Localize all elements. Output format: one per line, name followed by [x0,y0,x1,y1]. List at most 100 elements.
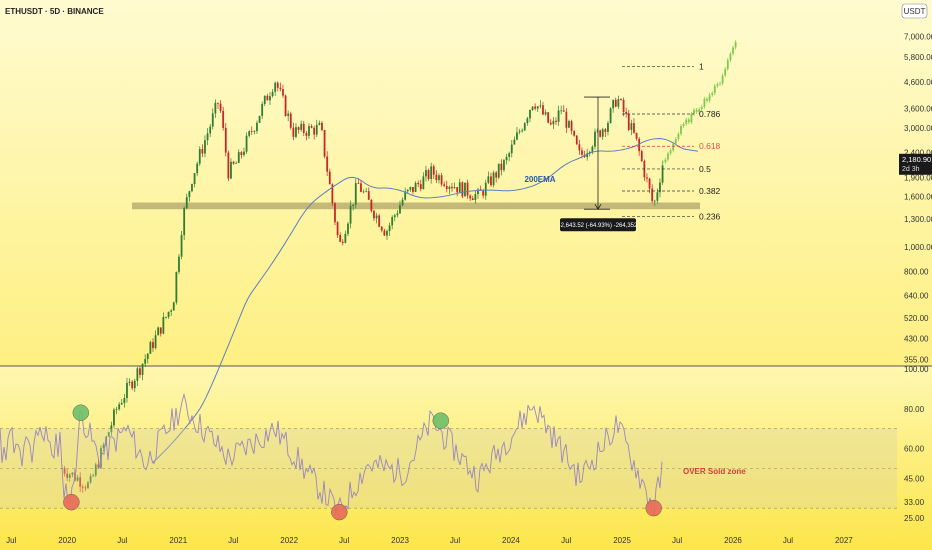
candle-body[interactable] [396,213,399,216]
candle-body[interactable] [464,182,466,197]
candle-body[interactable] [484,182,487,196]
candle-body[interactable] [490,176,492,186]
candle-body[interactable] [318,122,321,125]
candle-body[interactable] [417,182,420,185]
candle-body[interactable] [614,99,617,107]
candle-body[interactable] [365,191,368,192]
candle-body[interactable] [131,381,134,389]
candle-body[interactable] [347,223,349,234]
candle-body[interactable] [196,163,199,174]
candle-body[interactable] [159,327,162,334]
candle-body[interactable] [443,184,446,187]
candle-body[interactable] [295,127,297,137]
rsi-signal-circle[interactable] [63,493,80,511]
candle-body[interactable] [170,310,173,312]
candle-body[interactable] [271,91,274,97]
candle-body[interactable] [167,311,170,317]
projection-candle[interactable] [669,150,672,154]
candle-body[interactable] [237,152,240,163]
candle-body[interactable] [360,183,362,192]
candle-body[interactable] [542,105,544,115]
candle-body[interactable] [256,122,258,132]
candle-body[interactable] [204,140,206,154]
candle-body[interactable] [393,215,396,218]
candle-body[interactable] [406,189,409,192]
candle-body[interactable] [388,225,391,232]
candle-body[interactable] [640,151,643,162]
candle-body[interactable] [349,205,352,224]
candle-body[interactable] [594,131,596,147]
candle-body[interactable] [302,123,305,133]
candle-body[interactable] [500,163,503,171]
candle-body[interactable] [79,477,82,487]
projection-candle[interactable] [703,98,706,107]
candle-body[interactable] [310,126,313,128]
projection-candle[interactable] [716,84,719,86]
candle-body[interactable] [326,156,329,172]
candle-body[interactable] [357,183,360,184]
candle-body[interactable] [63,468,66,474]
candle-body[interactable] [435,174,438,181]
rsi-pane[interactable]: OVER Sold zone [0,392,897,521]
candle-body[interactable] [651,188,654,202]
candle-body[interactable] [380,226,383,231]
candle-body[interactable] [120,403,123,405]
candle-body[interactable] [552,120,555,125]
candle-body[interactable] [287,113,290,116]
projection-candle[interactable] [732,47,734,54]
candle-body[interactable] [227,152,230,179]
candle-body[interactable] [152,342,154,349]
candle-body[interactable] [573,130,576,136]
candle-body[interactable] [581,150,583,155]
candle-body[interactable] [279,87,282,90]
last-price-box[interactable] [899,153,932,175]
candle-body[interactable] [474,194,477,201]
candle-body[interactable] [282,89,284,96]
candle-body[interactable] [68,474,71,478]
candle-body[interactable] [646,177,648,179]
projection-candle[interactable] [685,119,688,124]
candle-body[interactable] [165,316,167,318]
candle-body[interactable] [656,192,659,201]
candle-body[interactable] [94,464,97,476]
candle-body[interactable] [653,200,656,202]
candle-body[interactable] [523,123,526,131]
ema-line[interactable] [151,138,699,464]
projection-candle[interactable] [706,98,708,101]
candle-body[interactable] [510,144,513,154]
candle-body[interactable] [547,112,550,123]
candle-body[interactable] [412,187,414,192]
projection-candle[interactable] [713,85,716,94]
candle-body[interactable] [549,122,552,125]
projection-candle[interactable] [729,53,732,61]
candle-body[interactable] [661,165,664,183]
candle-body[interactable] [308,126,310,136]
projection-candle[interactable] [674,139,677,144]
candle-body[interactable] [544,112,547,115]
candle-body[interactable] [232,161,235,164]
candle-body[interactable] [448,186,451,189]
candle-body[interactable] [471,198,474,201]
candle-body[interactable] [107,432,110,437]
candle-body[interactable] [617,99,620,107]
projection-candle[interactable] [680,125,682,134]
candle-body[interactable] [300,123,303,130]
candle-body[interactable] [248,131,251,136]
candle-body[interactable] [578,144,581,151]
projection-candle[interactable] [667,153,669,160]
candle-body[interactable] [659,182,661,193]
candle-body[interactable] [401,199,404,206]
candle-body[interactable] [209,126,212,134]
candle-body[interactable] [508,153,511,157]
candle-body[interactable] [591,146,594,152]
candle-body[interactable] [466,182,469,196]
candle-body[interactable] [297,127,300,130]
projection-candle[interactable] [695,109,698,112]
candle-body[interactable] [531,106,534,110]
candle-body[interactable] [222,110,225,128]
candle-body[interactable] [375,215,378,219]
projection-candle[interactable] [682,123,685,126]
candle-body[interactable] [292,127,295,137]
candle-body[interactable] [601,129,604,137]
candle-body[interactable] [432,166,435,175]
